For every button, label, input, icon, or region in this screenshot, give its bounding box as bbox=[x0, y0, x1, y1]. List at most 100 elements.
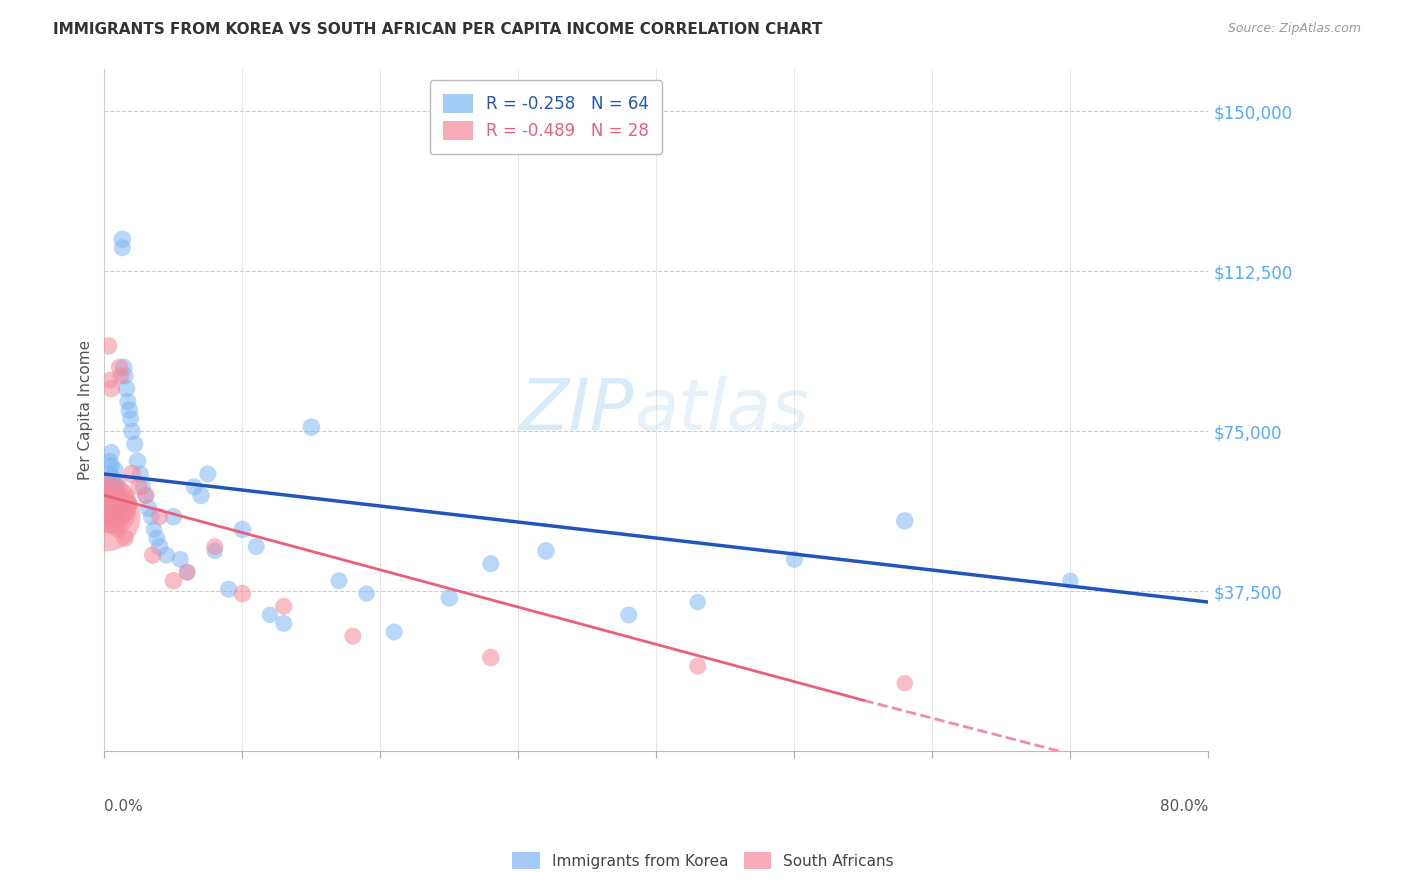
Point bbox=[143, 523, 166, 537]
Text: Source: ZipAtlas.com: Source: ZipAtlas.com bbox=[1227, 22, 1361, 36]
Point bbox=[893, 676, 915, 690]
Point bbox=[129, 467, 152, 481]
Point bbox=[100, 458, 122, 473]
Point bbox=[112, 360, 135, 375]
Point bbox=[98, 454, 121, 468]
Point bbox=[176, 565, 198, 579]
Point bbox=[893, 514, 915, 528]
Text: atlas: atlas bbox=[634, 376, 808, 444]
Point bbox=[142, 548, 165, 562]
Point bbox=[132, 480, 155, 494]
Text: 0.0%: 0.0% bbox=[104, 799, 143, 814]
Point bbox=[138, 501, 160, 516]
Point bbox=[382, 624, 405, 639]
Point bbox=[342, 629, 364, 643]
Point bbox=[148, 509, 170, 524]
Point bbox=[121, 425, 143, 439]
Point bbox=[273, 616, 295, 631]
Point bbox=[259, 607, 281, 622]
Text: IMMIGRANTS FROM KOREA VS SOUTH AFRICAN PER CAPITA INCOME CORRELATION CHART: IMMIGRANTS FROM KOREA VS SOUTH AFRICAN P… bbox=[53, 22, 823, 37]
Text: 80.0%: 80.0% bbox=[1160, 799, 1208, 814]
Point bbox=[197, 467, 219, 481]
Point bbox=[479, 557, 502, 571]
Point bbox=[114, 368, 136, 383]
Point bbox=[104, 480, 127, 494]
Point bbox=[204, 540, 226, 554]
Point bbox=[108, 509, 131, 524]
Point bbox=[479, 650, 502, 665]
Point bbox=[146, 531, 169, 545]
Point bbox=[97, 497, 120, 511]
Point bbox=[101, 471, 124, 485]
Point bbox=[100, 445, 122, 459]
Point bbox=[121, 467, 143, 481]
Point bbox=[118, 497, 141, 511]
Text: ZIP: ZIP bbox=[520, 376, 634, 444]
Point bbox=[115, 382, 138, 396]
Point bbox=[104, 509, 127, 524]
Point bbox=[120, 411, 142, 425]
Point bbox=[135, 488, 157, 502]
Y-axis label: Per Capita Income: Per Capita Income bbox=[79, 340, 93, 480]
Point bbox=[94, 497, 117, 511]
Point bbox=[204, 544, 226, 558]
Point bbox=[101, 488, 124, 502]
Point bbox=[148, 540, 170, 554]
Point bbox=[98, 373, 121, 387]
Point bbox=[107, 523, 129, 537]
Point bbox=[356, 586, 378, 600]
Point bbox=[114, 531, 136, 545]
Point bbox=[105, 475, 128, 490]
Point bbox=[155, 548, 177, 562]
Point bbox=[231, 523, 253, 537]
Legend: R = -0.258   N = 64, R = -0.489   N = 28: R = -0.258 N = 64, R = -0.489 N = 28 bbox=[429, 80, 662, 153]
Point bbox=[218, 582, 240, 597]
Point bbox=[97, 475, 120, 490]
Point bbox=[162, 509, 184, 524]
Point bbox=[110, 497, 132, 511]
Point bbox=[100, 382, 122, 396]
Point bbox=[162, 574, 184, 588]
Point bbox=[103, 509, 125, 524]
Point bbox=[111, 241, 134, 255]
Point bbox=[111, 232, 134, 246]
Point bbox=[107, 488, 129, 502]
Point bbox=[617, 607, 640, 622]
Point bbox=[686, 659, 709, 673]
Point bbox=[103, 497, 125, 511]
Point bbox=[97, 339, 120, 353]
Legend: Immigrants from Korea, South Africans: Immigrants from Korea, South Africans bbox=[506, 846, 900, 875]
Point bbox=[328, 574, 350, 588]
Point bbox=[439, 591, 461, 605]
Point bbox=[686, 595, 709, 609]
Point bbox=[183, 480, 205, 494]
Point bbox=[176, 565, 198, 579]
Point bbox=[141, 509, 163, 524]
Point bbox=[101, 497, 124, 511]
Point bbox=[104, 463, 127, 477]
Point bbox=[245, 540, 267, 554]
Point bbox=[118, 403, 141, 417]
Point bbox=[169, 552, 191, 566]
Point bbox=[96, 488, 118, 502]
Point bbox=[128, 480, 150, 494]
Point bbox=[534, 544, 557, 558]
Point bbox=[96, 509, 118, 524]
Point bbox=[135, 488, 157, 502]
Point bbox=[299, 420, 322, 434]
Point bbox=[117, 394, 139, 409]
Point bbox=[96, 488, 118, 502]
Point bbox=[94, 509, 117, 524]
Point bbox=[273, 599, 295, 614]
Point bbox=[98, 467, 121, 481]
Point bbox=[94, 480, 117, 494]
Point bbox=[110, 368, 132, 383]
Point bbox=[231, 586, 253, 600]
Point bbox=[190, 488, 212, 502]
Point bbox=[108, 360, 131, 375]
Point bbox=[127, 454, 149, 468]
Point bbox=[103, 505, 125, 519]
Point bbox=[1059, 574, 1081, 588]
Point bbox=[107, 501, 129, 516]
Point bbox=[124, 437, 146, 451]
